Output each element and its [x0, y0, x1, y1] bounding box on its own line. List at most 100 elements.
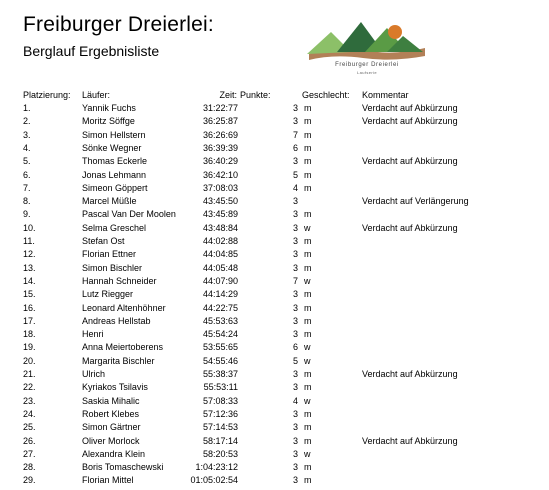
cell-gender: m	[304, 249, 312, 260]
cell-gender: m	[304, 408, 312, 419]
cell-points: 3	[292, 302, 298, 313]
cell-place: 15.	[23, 289, 36, 300]
cell-place: 23.	[23, 395, 36, 406]
cell-time: 44:05:48	[202, 262, 238, 273]
cell-runner: Henri	[82, 329, 104, 340]
cell-gender: m	[304, 462, 312, 473]
cell-points: 7	[292, 275, 298, 286]
table-row: 3. Simon Hellstern 36:26:69 7 m	[0, 129, 549, 142]
cell-gender: m	[304, 302, 312, 313]
cell-runner: Stefan Ost	[82, 236, 125, 246]
table-row: 7. Simeon Göppert 37:08:03 4 m	[0, 182, 549, 195]
cell-place: 24.	[23, 408, 36, 419]
cell-points: 3	[292, 196, 298, 207]
cell-points: 7	[292, 129, 298, 140]
cell-place: 16.	[23, 302, 36, 313]
cell-gender: m	[304, 289, 312, 300]
cell-time: 43:45:89	[202, 209, 238, 220]
cell-runner: Yannik Fuchs	[82, 103, 136, 113]
cell-gender: m	[304, 262, 312, 273]
cell-runner: Simon Gärtner	[82, 422, 141, 433]
cell-points: 3	[292, 116, 298, 127]
table-row: 17. Andreas Hellstab 45:53:63 3 m	[0, 315, 549, 328]
cell-time: 44:04:85	[202, 249, 238, 260]
header-runner: Läufer:	[82, 90, 111, 100]
cell-points: 3	[292, 209, 298, 220]
cell-place: 20.	[23, 355, 36, 366]
cell-time: 36:39:39	[202, 142, 238, 153]
table-row: 10. Selma Greschel 43:48:84 3 w Verdacht auf …	[0, 222, 549, 235]
table-row: 4. Sönke Wegner 36:39:39 6 m	[0, 142, 549, 155]
cell-place: 4.	[23, 142, 31, 153]
cell-time: 36:42:10	[202, 169, 238, 180]
cell-time: 01:05:02:54	[190, 475, 238, 486]
cell-time: 36:26:69	[202, 129, 238, 140]
table-row: 24. Robert Klebes 57:12:36 3 m	[0, 408, 549, 421]
cell-points: 3	[292, 462, 298, 473]
cell-points: 3	[292, 475, 298, 486]
cell-runner: Margarita Bischler	[82, 355, 155, 366]
cell-time: 53:55:65	[202, 342, 238, 353]
cell-time: 57:14:53	[202, 422, 238, 433]
cell-points: 3	[292, 103, 298, 113]
cell-runner: Selma Greschel	[82, 222, 147, 233]
cell-runner: Boris Tomaschewski	[82, 462, 164, 473]
table-row: 16. Leonard Altenhöhner 44:22:75 3 m	[0, 302, 549, 315]
cell-points: 3	[292, 289, 298, 300]
cell-points: 4	[292, 395, 298, 406]
cell-runner: Ulrich	[82, 369, 106, 379]
cell-time: 36:25:87	[202, 116, 238, 127]
cell-time: 57:08:33	[202, 395, 238, 406]
cell-time: 43:45:50	[202, 196, 238, 207]
cell-points: 3	[292, 236, 298, 246]
cell-gender: w	[304, 448, 311, 459]
table-row: 28. Boris Tomaschewski 1:04:23:12 3 m	[0, 461, 549, 474]
table-row: 22. Kyriakos Tsilavis 55:53:11 3 m	[0, 381, 549, 394]
cell-gender: m	[304, 169, 312, 180]
table-row: 20. Margarita Bischler 54:55:46 5 w	[0, 355, 549, 368]
cell-place: 26.	[23, 435, 36, 446]
cell-runner: Simeon Göppert	[82, 182, 148, 193]
cell-runner: Simon Hellstern	[82, 129, 146, 140]
cell-runner: Sönke Wegner	[82, 142, 142, 153]
cell-runner: Marcel Müßle	[82, 196, 137, 207]
header-place: Platzierung:	[23, 90, 71, 100]
cell-gender: m	[304, 315, 312, 326]
cell-time: 1:04:23:12	[195, 462, 238, 473]
cell-time: 45:54:24	[202, 329, 238, 340]
cell-points: 6	[292, 342, 298, 353]
table-row: 27. Alexandra Klein 58:20:53 3 w	[0, 448, 549, 461]
cell-runner: Florian Mittel	[82, 475, 134, 486]
table-row: 1. Yannik Fuchs 31:22:77 3 m Verdacht auf Abk…	[0, 102, 549, 115]
cell-points: 6	[292, 142, 298, 153]
table-header: Platzierung: Läufer: Zeit: Punkte: Gesch…	[0, 89, 549, 102]
logo-text: Freiburger Dreierlei	[335, 62, 399, 68]
cell-place: 3.	[23, 129, 31, 140]
cell-runner: Simon Bischler	[82, 262, 143, 273]
cell-gender: m	[304, 209, 312, 220]
cell-runner: Kyriakos Tsilavis	[82, 382, 148, 393]
cell-place: 10.	[23, 222, 36, 233]
table-row: 11. Stefan Ost 44:02:88 3 m	[0, 235, 549, 248]
logo-subtext: Laufserie	[356, 70, 378, 75]
page-title: Freiburger Dreierlei:	[23, 13, 214, 36]
cell-runner: Andreas Hellstab	[82, 315, 151, 326]
cell-gender: w	[304, 222, 311, 233]
table-row: 26. Oliver Morlock 58:17:14 3 m Verdacht auf …	[0, 435, 549, 448]
cell-time: 54:55:46	[202, 355, 238, 366]
table-row: 8. Marcel Müßle 43:45:50 3 Verdacht auf Verl…	[0, 195, 549, 208]
cell-place: 9.	[23, 209, 31, 220]
table-row: 12. Florian Ettner 44:04:85 3 m	[0, 248, 549, 261]
cell-place: 27.	[23, 448, 36, 459]
cell-runner: Robert Klebes	[82, 408, 140, 419]
cell-place: 21.	[23, 369, 36, 379]
cell-runner: Moritz Söffge	[82, 116, 135, 127]
cell-time: 31:22:77	[202, 103, 238, 113]
cell-points: 3	[292, 329, 298, 340]
cell-place: 8.	[23, 196, 31, 207]
cell-points: 3	[292, 262, 298, 273]
cell-time: 43:48:84	[202, 222, 238, 233]
cell-time: 44:02:88	[202, 236, 238, 246]
cell-points: 5	[292, 169, 298, 180]
page-subtitle: Berglauf Ergebnisliste	[23, 43, 160, 59]
